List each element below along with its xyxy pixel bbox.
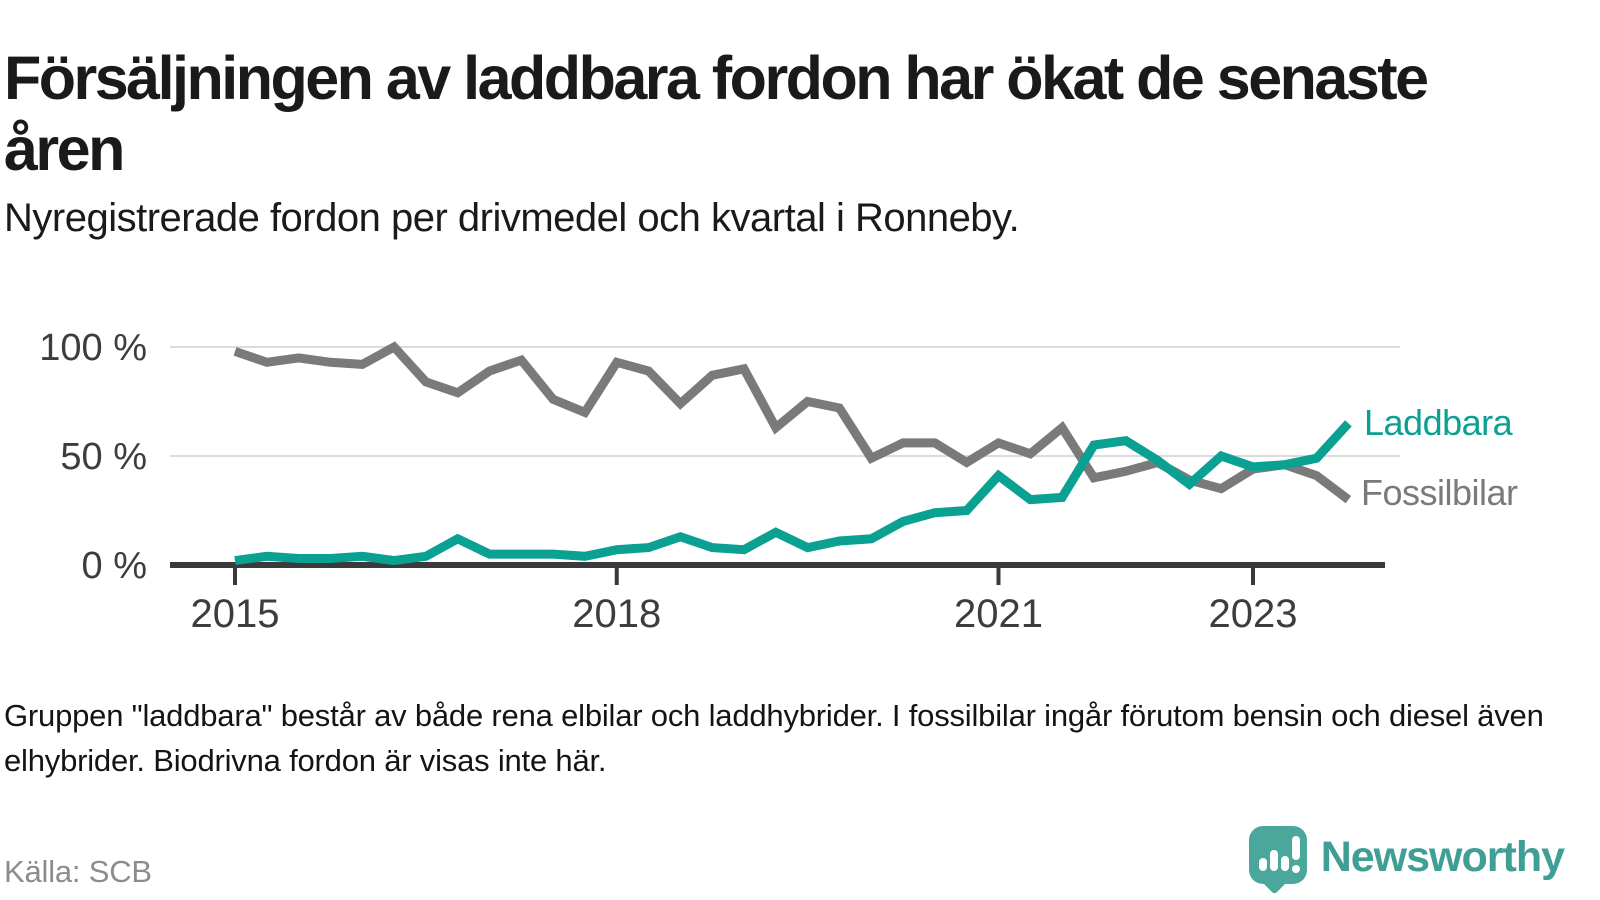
svg-text:2015: 2015 (191, 592, 280, 636)
newsworthy-logo-icon (1248, 826, 1307, 895)
logo-exclamation-bar (1291, 836, 1300, 860)
x-axis: 2015 2018 2021 2023 (170, 562, 1385, 636)
laddbara-line (234, 420, 1352, 566)
chart-subtitle: Nyregistrerade fordon per drivmedel och … (4, 196, 1020, 240)
logo-bar-1 (1258, 858, 1267, 871)
svg-text:50 %: 50 % (60, 436, 147, 478)
page-title: Försäljningen av laddbara fordon har öka… (4, 43, 1429, 184)
logo-exclamation-dot (1291, 865, 1300, 873)
newsworthy-branding: Newsworthy (1248, 822, 1565, 895)
chart-footnote: Gruppen "laddbara" består av både rena e… (4, 698, 1544, 778)
speech-bubble-tail (1262, 870, 1287, 895)
source-note: Källa: SCB (4, 854, 152, 889)
newsworthy-wordmark: Newsworthy (1320, 832, 1565, 881)
logo-bar-3 (1280, 856, 1289, 871)
legend-label-laddbara: Laddbara (1364, 402, 1513, 443)
logo-bar-2 (1269, 850, 1278, 871)
gridlines (170, 346, 1400, 457)
legend-label-fossilbilar: Fossilbilar (1361, 472, 1518, 513)
svg-text:100 %: 100 % (39, 327, 147, 369)
svg-text:0 %: 0 % (82, 545, 147, 587)
svg-text:2021: 2021 (954, 592, 1043, 636)
y-axis-labels: 100 % 50 % 0 % (39, 327, 147, 587)
svg-text:2023: 2023 (1209, 592, 1298, 636)
svg-text:2018: 2018 (572, 592, 661, 636)
